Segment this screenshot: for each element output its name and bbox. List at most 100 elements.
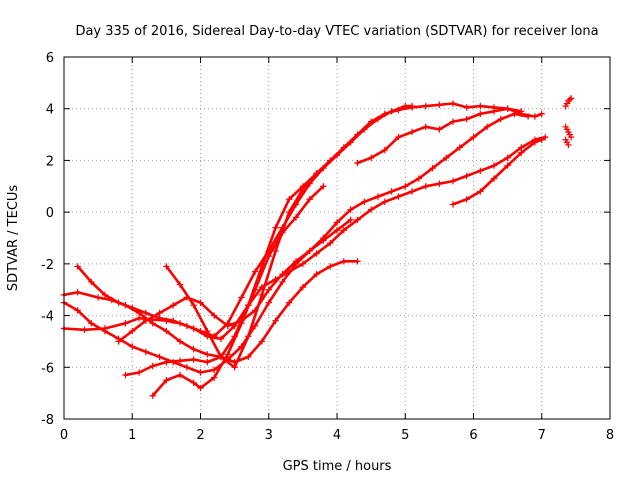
data-point [101,327,109,335]
data-series-5 [115,216,354,345]
x-tick-label: 1 [128,428,136,443]
data-point [313,271,320,278]
data-point [395,193,402,200]
series-trace [151,185,325,397]
data-point [129,343,136,350]
data-point [367,118,375,125]
data-point [354,216,361,224]
data-point [306,196,313,203]
data-point [224,322,231,330]
data-point [422,123,429,131]
data-series-11 [562,95,575,149]
data-point [381,198,388,205]
data-point [210,333,218,340]
data-point [156,309,163,317]
data-point [238,294,245,301]
data-point [129,304,136,312]
data-point [115,299,122,306]
data-point [163,327,170,335]
data-point [129,327,136,335]
data-series-4 [74,102,416,340]
data-point [176,371,184,379]
data-point [449,177,457,185]
data-point [504,162,511,169]
data-point [197,369,204,376]
data-point [251,268,259,275]
data-point [541,133,549,141]
data-point [286,299,293,306]
data-point [204,351,211,358]
data-point [347,216,354,224]
data-point [518,149,525,156]
y-tick-label: 6 [46,51,54,66]
data-point [326,263,334,270]
data-point [340,227,348,234]
tick-labels: 0 1 2 3 4 5 6 7 8 -8 -6 -4 -2 0 2 4 6 [41,51,614,443]
data-point [436,126,443,133]
y-tick-label: -4 [41,310,54,325]
data-point [142,348,150,355]
data-point [422,183,429,190]
data-point [258,291,266,299]
data-point [176,281,184,288]
data-point [135,314,143,322]
data-point [354,258,361,265]
data-point [490,108,498,115]
data-point [299,260,307,268]
data-point [374,193,382,200]
data-point [210,366,218,374]
data-point [265,252,272,260]
data-point [156,353,163,361]
data-point [320,183,327,190]
data-point [299,183,307,190]
data-point [477,102,484,110]
data-series-6 [163,170,320,371]
y-tick-label: -2 [41,258,54,273]
data-point [176,357,184,365]
x-tick-label: 4 [333,428,341,443]
series-trace [62,112,530,374]
data-point [251,286,259,293]
data-point [326,157,334,164]
data-point [477,110,484,118]
data-point [142,317,150,324]
data-point [566,96,573,103]
data-point [477,188,484,195]
data-point [449,201,457,208]
data-point [74,263,81,270]
data-point [381,146,388,154]
data-point [286,196,293,203]
x-tick-label: 5 [401,428,409,443]
x-axis-label: GPS time / hours [283,459,392,474]
data-point [443,154,450,162]
data-point [408,188,416,195]
data-point [429,164,436,172]
data-point [286,208,293,216]
data-point [367,154,375,162]
data-point [170,302,177,309]
data-point [436,101,443,109]
x-tick-label: 2 [196,428,204,443]
data-point [538,136,545,143]
x-tick-label: 6 [469,428,477,443]
data-point [313,250,320,257]
data-point [122,320,129,327]
series-trace [76,104,414,338]
data-point [183,322,191,330]
chart-title: Day 335 of 2016, Sidereal Day-to-day VTE… [75,24,598,39]
data-point [408,104,416,111]
data-point [265,299,272,306]
data-point [531,139,539,146]
data-point [567,95,575,102]
data-point [470,133,477,141]
series-trace [165,172,318,369]
data-point [354,131,361,138]
y-tick-label: -6 [41,361,54,376]
data-point [347,206,354,213]
data-point [217,335,225,343]
data-point [292,258,300,265]
data-point [245,333,252,340]
data-point [402,183,409,190]
data-point [483,123,491,131]
data-point [463,115,470,123]
